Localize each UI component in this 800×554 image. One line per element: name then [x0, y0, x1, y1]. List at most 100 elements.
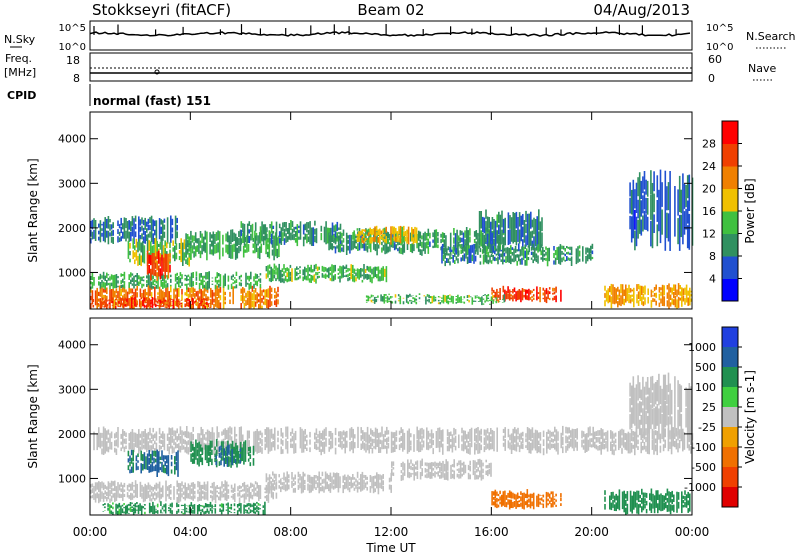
heatmap-region [604, 283, 693, 309]
colorbar-tick-label: 1000 [688, 341, 716, 354]
noise-panel: N.Sky 10^5 10^0 10^5 10^0 N.Search [4, 20, 796, 53]
velocity-axes: 1000 2000 3000 4000 Slant Range [km] [26, 318, 693, 515]
freq-left-tick-top: 18 [66, 54, 80, 67]
freq-label: Freq. [5, 52, 32, 65]
nave-right-tick-top: 60 [708, 53, 722, 66]
colorbar-swatch [722, 487, 738, 508]
colorbar-tick-label: 4 [709, 273, 716, 286]
colorbar-tick-label: -500 [691, 461, 716, 474]
colorbar-label: Velocity [m s-1] [743, 370, 757, 464]
x-tick-label: 20:00 [574, 525, 609, 539]
heatmap-region [102, 501, 266, 515]
colorbar-swatch [722, 166, 738, 189]
heatmap-region [491, 489, 562, 510]
colorbar-tick-label: 16 [702, 205, 716, 218]
velocity-colorbar: 1000 500 100 25 -25 -100 -500 -1000 Velocity [m … [684, 326, 757, 508]
colorbar-swatch [722, 387, 738, 408]
colorbar-tick-label: -1000 [684, 481, 716, 494]
colorbar-swatch [722, 367, 738, 388]
colorbar-tick-label: 500 [695, 361, 716, 374]
y-tick-label: 2000 [58, 428, 86, 441]
colorbar-swatch [722, 256, 738, 279]
colorbar-tick-label: 25 [702, 401, 716, 414]
heatmap-region [93, 425, 694, 456]
colorbar-swatch [722, 347, 738, 368]
freq-left-tick-bottom: 8 [73, 72, 80, 85]
power-colorbar: 4 8 12 16 20 24 28 Power [dB] [702, 120, 757, 302]
cpid-label: CPID [7, 89, 36, 102]
power-heatmap [90, 169, 694, 309]
y-axis-label: Slant Range [km] [26, 364, 40, 468]
noise-sky-trace [89, 31, 691, 37]
heatmap-region [604, 488, 691, 515]
noise-left-tick-top: 10^5 [59, 23, 86, 34]
cpid-text: normal (fast) 151 [93, 94, 211, 108]
colorbar-swatch [722, 427, 738, 448]
colorbar-swatch [722, 407, 738, 428]
colorbar-tick-label: 28 [702, 138, 716, 151]
colorbar-tick-label: -25 [698, 421, 716, 434]
x-tick-label: 04:00 [173, 525, 208, 539]
y-tick-label: 1000 [58, 266, 86, 279]
heatmap-region [90, 215, 178, 245]
beam-title: Beam 02 [357, 1, 424, 19]
y-tick-label: 4000 [58, 133, 86, 146]
x-tick-label: 16:00 [474, 525, 509, 539]
y-tick-label: 4000 [58, 339, 86, 352]
colorbar-swatch [722, 143, 738, 167]
x-tick-label: 00:00 [675, 525, 710, 539]
y-tick-label: 1000 [58, 472, 86, 485]
heatmap-region [92, 296, 211, 309]
noise-search-spikes [93, 24, 677, 35]
colorbar-swatch [722, 121, 738, 144]
heatmap-region [146, 250, 171, 281]
colorbar-label: Power [dB] [743, 178, 757, 243]
heatmap-region [185, 229, 280, 261]
time-axis: 00:00 04:00 08:00 12:00 16:00 20:00 00:00 [73, 525, 710, 539]
colorbar-swatch [722, 188, 738, 212]
heatmap-region [90, 480, 278, 504]
nave-right-tick-bottom: 0 [708, 72, 715, 85]
colorbar-swatch [722, 211, 738, 234]
x-tick-label: 12:00 [374, 525, 409, 539]
noise-right-tick-top: 10^5 [706, 23, 733, 34]
colorbar-swatch [722, 467, 738, 488]
freq-panel: Freq. [MHz] 18 8 60 0 Nave CPID normal (… [4, 52, 776, 108]
noise-right-tick-bottom: 10^0 [706, 42, 733, 53]
heatmap-region [629, 372, 692, 442]
colorbar-swatch [722, 278, 738, 302]
heatmap-region [265, 471, 392, 495]
x-tick-label: 00:00 [73, 525, 108, 539]
colorbar-tick-label: 100 [695, 381, 716, 394]
y-axis-label: Slant Range [km] [26, 158, 40, 262]
y-tick-label: 3000 [58, 383, 86, 396]
noise-right-label: N.Search [746, 30, 796, 43]
station-title: Stokkseyri (fitACF) [92, 1, 231, 19]
colorbar-tick-label: 8 [709, 250, 716, 263]
colorbar-tick-label: 24 [702, 160, 716, 173]
heatmap-region [441, 243, 594, 267]
y-tick-label: 3000 [58, 177, 86, 190]
heatmap-region [365, 293, 506, 306]
heatmap-region [353, 225, 418, 246]
noise-left-tick-bottom: 10^0 [59, 42, 86, 53]
x-tick-label: 08:00 [273, 525, 308, 539]
heatmap-region [240, 220, 342, 247]
heatmap-region [127, 449, 179, 477]
colorbar-swatch [722, 447, 738, 468]
nave-label: Nave [748, 62, 776, 75]
freq-unit: [MHz] [4, 66, 36, 79]
heatmap-region [265, 263, 388, 284]
heatmap-region [391, 458, 492, 481]
date-title: 04/Aug/2013 [593, 1, 690, 19]
heatmap-region [215, 444, 241, 468]
noise-left-label: N.Sky [4, 33, 36, 46]
power-panel: 1000 2000 3000 4000 Slant Range [km] [26, 111, 694, 310]
colorbar-tick-label: -100 [691, 441, 716, 454]
colorbar-swatch [722, 327, 738, 348]
colorbar-swatch [722, 233, 738, 257]
velocity-heatmap [90, 372, 694, 515]
colorbar-tick-label: 20 [702, 183, 716, 196]
